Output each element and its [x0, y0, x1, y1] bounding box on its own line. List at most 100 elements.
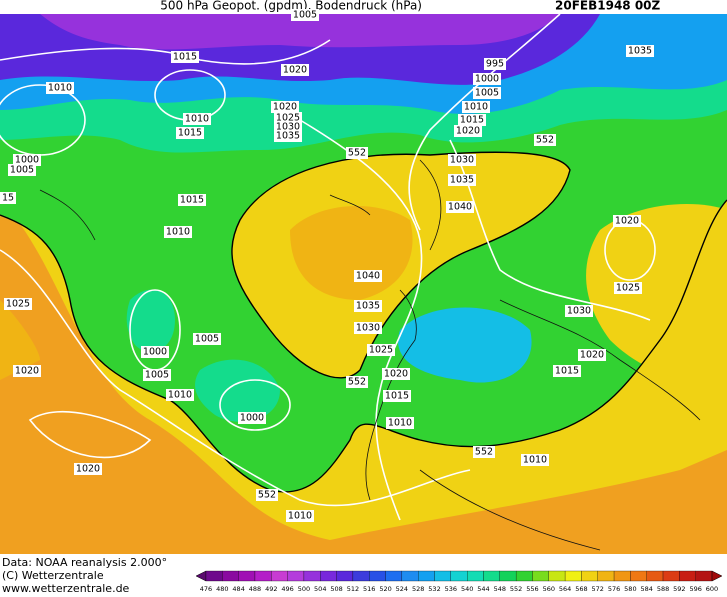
contour-label: 1035	[628, 46, 652, 57]
contour-label-box	[171, 51, 199, 63]
contour-label-box	[626, 45, 654, 57]
colorbar: 476 480 484 488 492 496 500 504 508 512 516 520 524 5…	[195, 570, 723, 593]
colorbar-segment	[679, 570, 696, 582]
colorbar-tick-label: 476	[200, 585, 212, 593]
contour-label-box	[578, 349, 606, 361]
colorbar-tick-label: 512	[347, 585, 359, 593]
contour-label: 1020	[15, 366, 39, 377]
contour-label-box	[534, 134, 556, 146]
colorbar-tick-label: 560	[543, 585, 555, 593]
colorbar-segment	[532, 570, 549, 582]
contour-label-box	[565, 305, 593, 317]
contour-label: 1015	[555, 366, 579, 377]
colorbar-segment	[303, 570, 321, 582]
map-title: 500 hPa Geopot. (gpdm), Bodendruck (hPa)	[160, 0, 422, 13]
contour-label-box	[367, 344, 395, 356]
contour-label: 1035	[450, 175, 474, 186]
colorbar-segment	[320, 570, 337, 582]
contour-label-box	[346, 376, 368, 388]
colorbar-segment	[434, 570, 451, 582]
colorbar-tick-label: 596	[689, 585, 701, 593]
contour-label-box	[13, 154, 41, 166]
contour-label: 1010	[464, 102, 488, 113]
contour-label: 1030	[567, 306, 591, 317]
colorbar-tick-label: 544	[477, 585, 489, 593]
colorbar-segment	[695, 570, 713, 582]
colorbar-segment	[254, 570, 272, 582]
contour-label-box	[354, 322, 382, 334]
colorbar-segment	[467, 570, 484, 582]
colorbar-tick-label: 480	[216, 585, 228, 593]
colorbar-segment	[613, 570, 631, 582]
contour-label-box	[74, 463, 102, 475]
contour-label-box	[256, 489, 278, 501]
contour-label-box	[238, 412, 266, 424]
colorbar-tick-label: 568	[575, 585, 587, 593]
colorbar-tick-label: 500	[298, 585, 310, 593]
contour-label: 1010	[168, 390, 192, 401]
colorbar-tick-label: 516	[363, 585, 375, 593]
contour-label: 1010	[288, 511, 312, 522]
colorbar-tick-label: 536	[445, 585, 457, 593]
colorbar-segment	[401, 570, 419, 582]
contour-label: 1020	[384, 369, 408, 380]
contour-label-box	[448, 174, 476, 186]
contour-label: 1010	[185, 114, 209, 125]
contour-label: 1030	[276, 122, 300, 133]
contour-label: 1010	[388, 418, 412, 429]
contour-label: 1020	[456, 126, 480, 137]
contour-label: 1030	[450, 155, 474, 166]
contour-label: 552	[348, 377, 366, 388]
contour-label-box	[291, 9, 319, 21]
contour-label-box	[8, 164, 36, 176]
contour-label-box	[143, 369, 171, 381]
contour-label-box	[0, 192, 16, 204]
contour-label: 1020	[76, 464, 100, 475]
colorbar-tick-label: 496	[281, 585, 293, 593]
contour-label-box	[462, 101, 490, 113]
contour-label: 1040	[356, 271, 380, 282]
colorbar-segment	[287, 570, 305, 582]
colorbar-tick-label: 556	[526, 585, 538, 593]
contour-label-box	[286, 510, 314, 522]
colorbar-segment	[564, 570, 582, 582]
colorbar-segment	[336, 570, 354, 582]
colorbar-tick-label: 580	[624, 585, 636, 593]
contour-label-box	[484, 58, 506, 70]
contour-label: 1025	[6, 299, 30, 310]
colorbar-end	[195, 570, 207, 582]
colorbar-tick-label: 508	[330, 585, 342, 593]
contour-label-box	[382, 368, 410, 380]
contour-label-box	[458, 114, 486, 126]
colorbar-segment	[271, 570, 288, 582]
colorbar-tick-label: 564	[559, 585, 571, 593]
colorbar-segment	[662, 570, 680, 582]
contour-label-box	[271, 101, 299, 113]
colorbar-tick-label: 548	[494, 585, 506, 593]
colorbar-tick-label: 524	[396, 585, 408, 593]
contour-label: 1020	[283, 65, 307, 76]
contour-label: 1005	[10, 165, 34, 176]
contour-label-box	[4, 298, 32, 310]
contour-label: 1010	[523, 455, 547, 466]
contour-label: 995	[486, 59, 504, 70]
colorbar-tick-label: 572	[592, 585, 604, 593]
colorbar-segment	[418, 570, 435, 582]
contour-label: 1000	[240, 413, 264, 424]
colorbar-segment	[646, 570, 664, 582]
contour-label-box	[614, 282, 642, 294]
contour-label-box	[473, 73, 501, 85]
contour-label: 1025	[276, 113, 300, 124]
contour-label-box	[193, 333, 221, 345]
contour-label: 1025	[369, 345, 393, 356]
contour-label: 552	[536, 135, 554, 146]
contour-label-box	[166, 389, 194, 401]
contour-label-box	[176, 127, 204, 139]
colorbar-tick-label: 540	[461, 585, 473, 593]
contour-label-box	[183, 113, 211, 125]
contour-label-box	[354, 270, 382, 282]
colorbar-tick-label: 492	[265, 585, 277, 593]
contour-label-box	[164, 226, 192, 238]
contour-label: 1015	[385, 391, 409, 402]
